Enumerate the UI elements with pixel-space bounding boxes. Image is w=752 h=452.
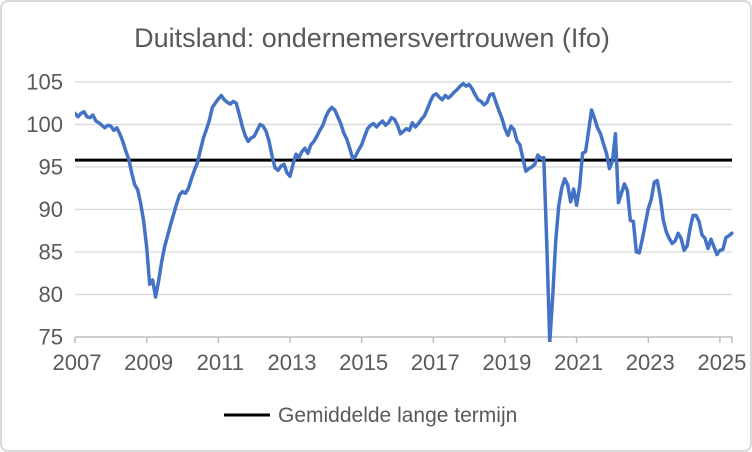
x-tick-label-2017: 2017 [411, 350, 460, 375]
y-tick-label-100: 100 [26, 112, 63, 137]
x-tick-label-2007: 2007 [53, 350, 102, 375]
y-tick-label-80: 80 [39, 282, 63, 307]
x-tick-label-2021: 2021 [554, 350, 603, 375]
x-tick-label-2015: 2015 [339, 350, 388, 375]
x-tick-label-2023: 2023 [626, 350, 675, 375]
gridlines [75, 81, 732, 296]
x-tick-label-2025: 2025 [697, 350, 746, 375]
legend-label: Gemiddelde lange termijn [278, 404, 517, 427]
legend: Gemiddelde lange termijn [224, 404, 517, 427]
x-tick-label-2019: 2019 [482, 350, 531, 375]
x-tick-label-2013: 2013 [268, 350, 317, 375]
y-tick-label-105: 105 [26, 69, 63, 94]
x-tick-label-2011: 2011 [197, 350, 244, 375]
x-tick-label-2009: 2009 [124, 350, 173, 375]
y-tick-label-90: 90 [39, 197, 63, 222]
y-tick-label-75: 75 [39, 325, 63, 350]
chart-title: Duitsland: ondernemersvertrouwen (Ifo) [134, 23, 610, 53]
y-axis-tick-labels: 75 80 85 90 95 100 105 [26, 69, 63, 349]
x-axis-tick-marks [74, 337, 733, 343]
x-axis-tick-labels: 2007 2009 2011 2013 2015 2017 2019 2021 2023 2025 [53, 350, 747, 375]
y-tick-label-85: 85 [39, 239, 63, 264]
ifo-series-line [75, 81, 734, 342]
y-tick-label-95: 95 [39, 154, 63, 179]
